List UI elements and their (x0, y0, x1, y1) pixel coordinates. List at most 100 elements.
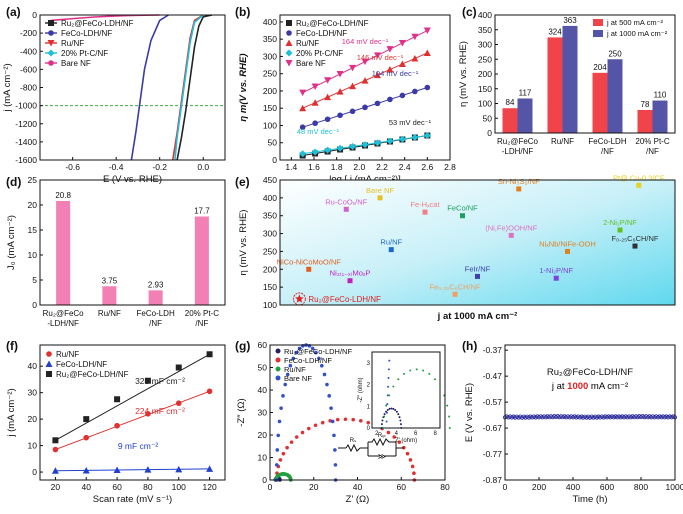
data-point (281, 451, 286, 456)
data-point (398, 39, 406, 47)
data-point (351, 417, 355, 422)
legend-marker (48, 30, 54, 36)
fit-line (55, 390, 210, 451)
data-point (325, 382, 329, 387)
y-tick-label: -1200 (15, 119, 37, 129)
data-point (283, 382, 288, 387)
data-point (337, 112, 343, 119)
inset-point (399, 419, 402, 422)
y-tick-label: 400 (263, 17, 277, 27)
inset-point (397, 378, 400, 381)
data-point (324, 146, 332, 154)
data-point (508, 232, 514, 238)
point-label: Sn-Ni₃S₂/NF (498, 177, 540, 186)
x-tick-label: -0.2 (152, 162, 167, 172)
inset-point (388, 407, 391, 410)
bar-value-label: 204 (593, 63, 607, 72)
bar (194, 216, 209, 305)
data-point (452, 291, 458, 297)
bar (607, 59, 623, 133)
data-point (83, 434, 90, 441)
y-tick-label: 400 (478, 10, 492, 20)
data-point (311, 148, 319, 156)
point-label: Ru/NF (380, 238, 402, 247)
slope-label: 53 mV dec⁻¹ (389, 118, 432, 127)
y-tick-label: 450 (263, 175, 277, 185)
data-point (306, 266, 312, 272)
fit-line (55, 353, 210, 441)
y-tick-label: 25 (28, 175, 38, 185)
inset-frame (371, 351, 441, 429)
y-tick-label: -0.77 (483, 449, 503, 459)
plot-background (280, 180, 675, 305)
subtitle-unit: mA cm⁻² (588, 381, 628, 392)
x-tick-label: 1.4 (285, 162, 297, 172)
inset-point (446, 404, 449, 407)
x-tick-label: 2.2 (376, 162, 388, 172)
legend-label: FeCo-LDH/NF (284, 356, 332, 365)
y-tick-label: 250 (263, 69, 277, 79)
point-label: Fe₀.₂₅C₆CH/NF (429, 282, 481, 291)
y-tick-label: 350 (263, 211, 277, 221)
data-point (349, 142, 357, 150)
legend-label: Ru/NF (61, 39, 84, 48)
bar (148, 290, 163, 305)
x-tick-label: 1000 (666, 482, 683, 492)
inset-point (387, 368, 390, 371)
series-line (174, 14, 204, 161)
y-tick-label: 250 (263, 246, 277, 256)
data-point (412, 471, 416, 475)
legend-label: Ru/NF (296, 39, 319, 48)
data-point (314, 350, 318, 355)
y-tick-label: 60 (258, 340, 268, 350)
legend-label: Ru/NF (284, 365, 306, 374)
inset-tick-label: 6 (414, 431, 418, 437)
series-line (176, 14, 213, 161)
y-tick-label: 50 (258, 363, 268, 373)
panel-label: (a) (6, 5, 21, 19)
legend-marker (275, 348, 281, 354)
x-tick-label: 40 (353, 482, 363, 492)
inset-point (434, 378, 437, 381)
inset-point (383, 415, 386, 418)
y-tick-label: 30 (28, 388, 38, 398)
category-label: /NF (601, 147, 614, 156)
data-point (333, 463, 338, 467)
inset-point (387, 385, 390, 388)
legend-label: Ru₂@FeCo-LDH/NF (61, 19, 134, 28)
data-point (289, 440, 294, 444)
bar-value-label: 250 (608, 49, 622, 58)
data-point (516, 186, 522, 192)
inset-tick-label: 2 (375, 431, 379, 437)
circuit-resistor (345, 443, 361, 453)
y-tick-label: 200 (263, 264, 277, 274)
inset-tick-label: 3 (367, 361, 371, 367)
y-tick-label: 0 (32, 467, 37, 477)
y-tick-label: 200 (263, 86, 277, 96)
plot-frame (39, 344, 226, 481)
category-label: 20% Pt-C (185, 309, 219, 318)
panel-label: (e) (235, 175, 250, 189)
y-tick-label: 10 (28, 250, 38, 260)
y-tick-label: 250 (478, 54, 492, 64)
inset-point (409, 369, 412, 372)
y-tick-label: 40 (258, 385, 268, 395)
inset-point (385, 404, 388, 407)
y-tick-label: 150 (263, 282, 277, 292)
x-tick-label: 20 (309, 482, 319, 492)
y-axis-label: -Z″ (Ω) (236, 398, 247, 426)
data-point (335, 417, 340, 422)
y-axis-label: η (mV vs. RHE) (238, 210, 249, 276)
slope-label: 224 mF cm⁻² (135, 406, 185, 416)
slope-label: 146 mV dec⁻¹ (357, 53, 404, 62)
y-tick-label: 20 (28, 200, 38, 210)
data-point (398, 135, 406, 143)
data-point (362, 104, 368, 111)
x-tick-label: 2.4 (399, 162, 411, 172)
inset-point (388, 394, 391, 397)
inset-point (439, 385, 442, 388)
legend-label: Ru₂@FeCo-LDH/NF (56, 370, 129, 379)
data-point (294, 350, 299, 355)
inset-point (395, 410, 398, 413)
